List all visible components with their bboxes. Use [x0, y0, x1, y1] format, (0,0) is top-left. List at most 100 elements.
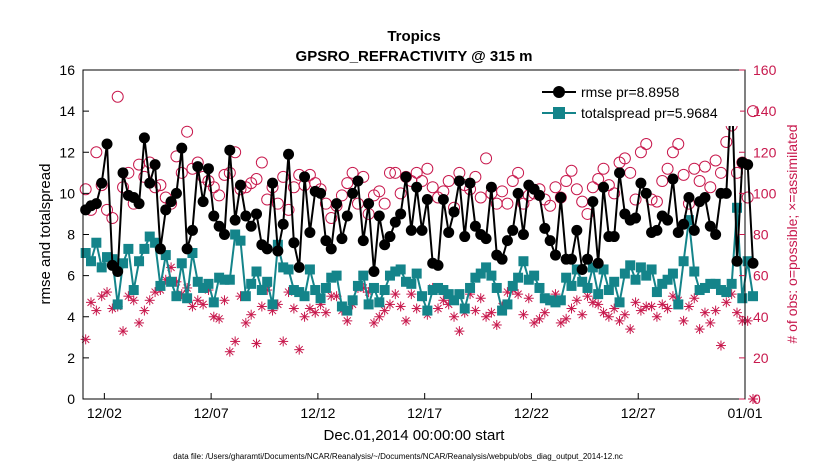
rmse-point: [90, 198, 102, 210]
rmse-point: [341, 210, 353, 222]
assimilated-obs-point: [224, 346, 235, 357]
totalspread-point: [411, 268, 422, 279]
rmse-point: [251, 208, 263, 220]
y2-axis-label: # of obs: o=possible; ×=assimilated: [784, 124, 800, 343]
totalspread-point: [278, 262, 289, 273]
assimilated-obs-point: [470, 305, 481, 316]
totalspread-point: [481, 262, 492, 273]
rmse-point: [672, 226, 684, 238]
rmse-point: [544, 235, 556, 247]
rmse-point: [683, 191, 695, 203]
totalspread-point: [470, 272, 481, 283]
possible-obs-point: [383, 166, 396, 179]
assimilated-obs-point: [614, 315, 625, 326]
assimilated-obs-point: [662, 303, 673, 314]
totalspread-point: [417, 291, 428, 302]
possible-obs-point: [218, 168, 231, 181]
y-tick-label: 4: [67, 309, 75, 325]
totalspread-point: [715, 285, 726, 296]
y-tick-label: 12: [59, 144, 75, 160]
possible-obs-point: [474, 191, 487, 204]
assimilated-obs-point: [288, 303, 299, 314]
totalspread-point: [342, 305, 353, 316]
assimilated-obs-point: [134, 317, 145, 328]
totalspread-point: [561, 272, 572, 283]
assimilated-obs-point: [491, 319, 502, 330]
possible-obs-point: [656, 175, 669, 188]
totalspread-point: [379, 285, 390, 296]
rmse-point: [101, 138, 113, 150]
rmse-point: [181, 243, 193, 255]
totalspread-point: [539, 293, 550, 304]
possible-obs-point: [261, 193, 274, 206]
totalspread-point: [336, 301, 347, 312]
legend: rmse pr=8.8958 totalspread pr=5.9684: [535, 78, 740, 126]
rmse-point: [517, 229, 529, 240]
totalspread-point: [721, 287, 732, 298]
totalspread-point: [614, 297, 625, 308]
assimilated-obs-point: [609, 303, 620, 314]
assimilated-obs-point: [721, 297, 732, 308]
assimilated-obs-point: [646, 301, 657, 312]
totalspread-point: [454, 289, 465, 300]
totalspread-point: [230, 229, 241, 240]
possible-obs-point: [640, 138, 653, 151]
assimilated-obs-point: [374, 311, 385, 322]
rmse-point: [539, 222, 551, 234]
possible-obs-point: [741, 191, 754, 204]
rmse-point: [325, 243, 337, 255]
x-tick-label: 12/17: [407, 405, 442, 421]
possible-obs-point: [79, 183, 92, 196]
rmse-point: [432, 259, 444, 271]
rmse-point: [565, 253, 577, 265]
rmse-point: [245, 220, 257, 232]
x-axis-label: Dec.01,2014 00:00:00 start: [324, 427, 506, 444]
rmse-point: [176, 142, 188, 154]
x-tick-label: 12/27: [621, 405, 656, 421]
possible-obs-point: [597, 162, 610, 175]
totalspread-point: [587, 262, 598, 273]
assimilated-obs-point: [539, 307, 550, 318]
rmse-point: [272, 245, 284, 257]
rmse-point: [704, 220, 716, 232]
totalspread-point: [598, 264, 609, 275]
possible-obs-point: [570, 183, 583, 196]
assimilated-obs-point: [748, 394, 759, 404]
totalspread-point: [582, 282, 593, 293]
assimilated-obs-point: [582, 291, 593, 302]
totalspread-point: [320, 282, 331, 293]
assimilated-obs-point: [475, 293, 486, 304]
possible-obs-point: [255, 156, 268, 169]
totalspread-point: [358, 270, 369, 281]
rmse-point: [144, 177, 156, 189]
rmse-point: [630, 212, 642, 224]
totalspread-point: [497, 305, 508, 316]
totalspread-point: [486, 270, 497, 281]
possible-obs-point: [501, 197, 514, 210]
assimilated-obs-point: [577, 309, 588, 320]
possible-obs-point: [480, 152, 493, 165]
rmse-point: [213, 220, 225, 232]
rmse-point: [117, 167, 129, 179]
totalspread-point: [304, 264, 315, 275]
possible-obs-point: [698, 160, 711, 173]
totalspread-point: [406, 278, 417, 289]
possible-obs-point: [747, 105, 760, 118]
assimilated-obs-point: [198, 299, 209, 310]
totalspread-point: [427, 285, 438, 296]
totalspread-point: [128, 285, 139, 296]
assimilated-obs-point: [555, 317, 566, 328]
rmse-point: [496, 253, 508, 265]
totalspread-point: [726, 278, 737, 289]
totalspread-point: [641, 270, 652, 281]
possible-obs-point: [277, 170, 290, 183]
rmse-point: [485, 181, 497, 193]
rmse-point: [299, 171, 311, 183]
possible-obs-point: [346, 166, 359, 179]
rmse-point: [283, 148, 295, 160]
totalspread-point: [443, 289, 454, 300]
rmse-point: [411, 181, 423, 193]
totalspread-point: [214, 272, 225, 283]
totalspread-point: [235, 235, 246, 246]
rmse-point: [400, 171, 412, 183]
